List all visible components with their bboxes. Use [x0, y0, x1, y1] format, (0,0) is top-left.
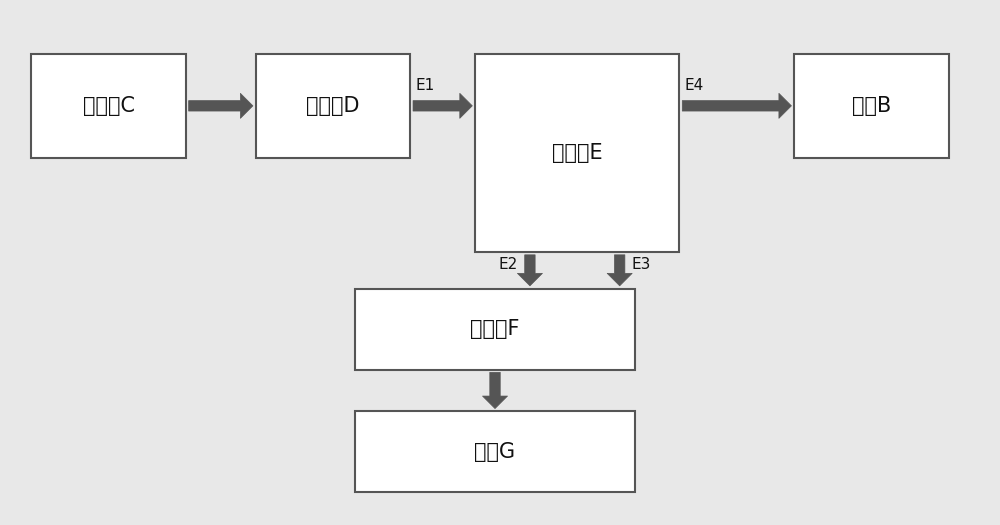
Text: 上车B: 上车B [852, 96, 891, 116]
Text: 发动机C: 发动机C [83, 96, 135, 116]
Text: E4: E4 [684, 78, 704, 93]
Bar [794, 54, 949, 158]
Text: E1: E1 [415, 78, 434, 93]
Text: E2: E2 [499, 257, 518, 272]
Text: 变速筱D: 变速筱D [306, 96, 360, 116]
Text: 驱动桥F: 驱动桥F [470, 319, 520, 339]
Bar [355, 289, 635, 370]
Bar [475, 54, 679, 252]
Text: 分动筱E: 分动筱E [552, 143, 603, 163]
Text: 轮胎G: 轮胎G [474, 442, 516, 462]
Bar [355, 411, 635, 492]
Bar [31, 54, 186, 158]
Bar [256, 54, 410, 158]
Text: E3: E3 [632, 257, 651, 272]
